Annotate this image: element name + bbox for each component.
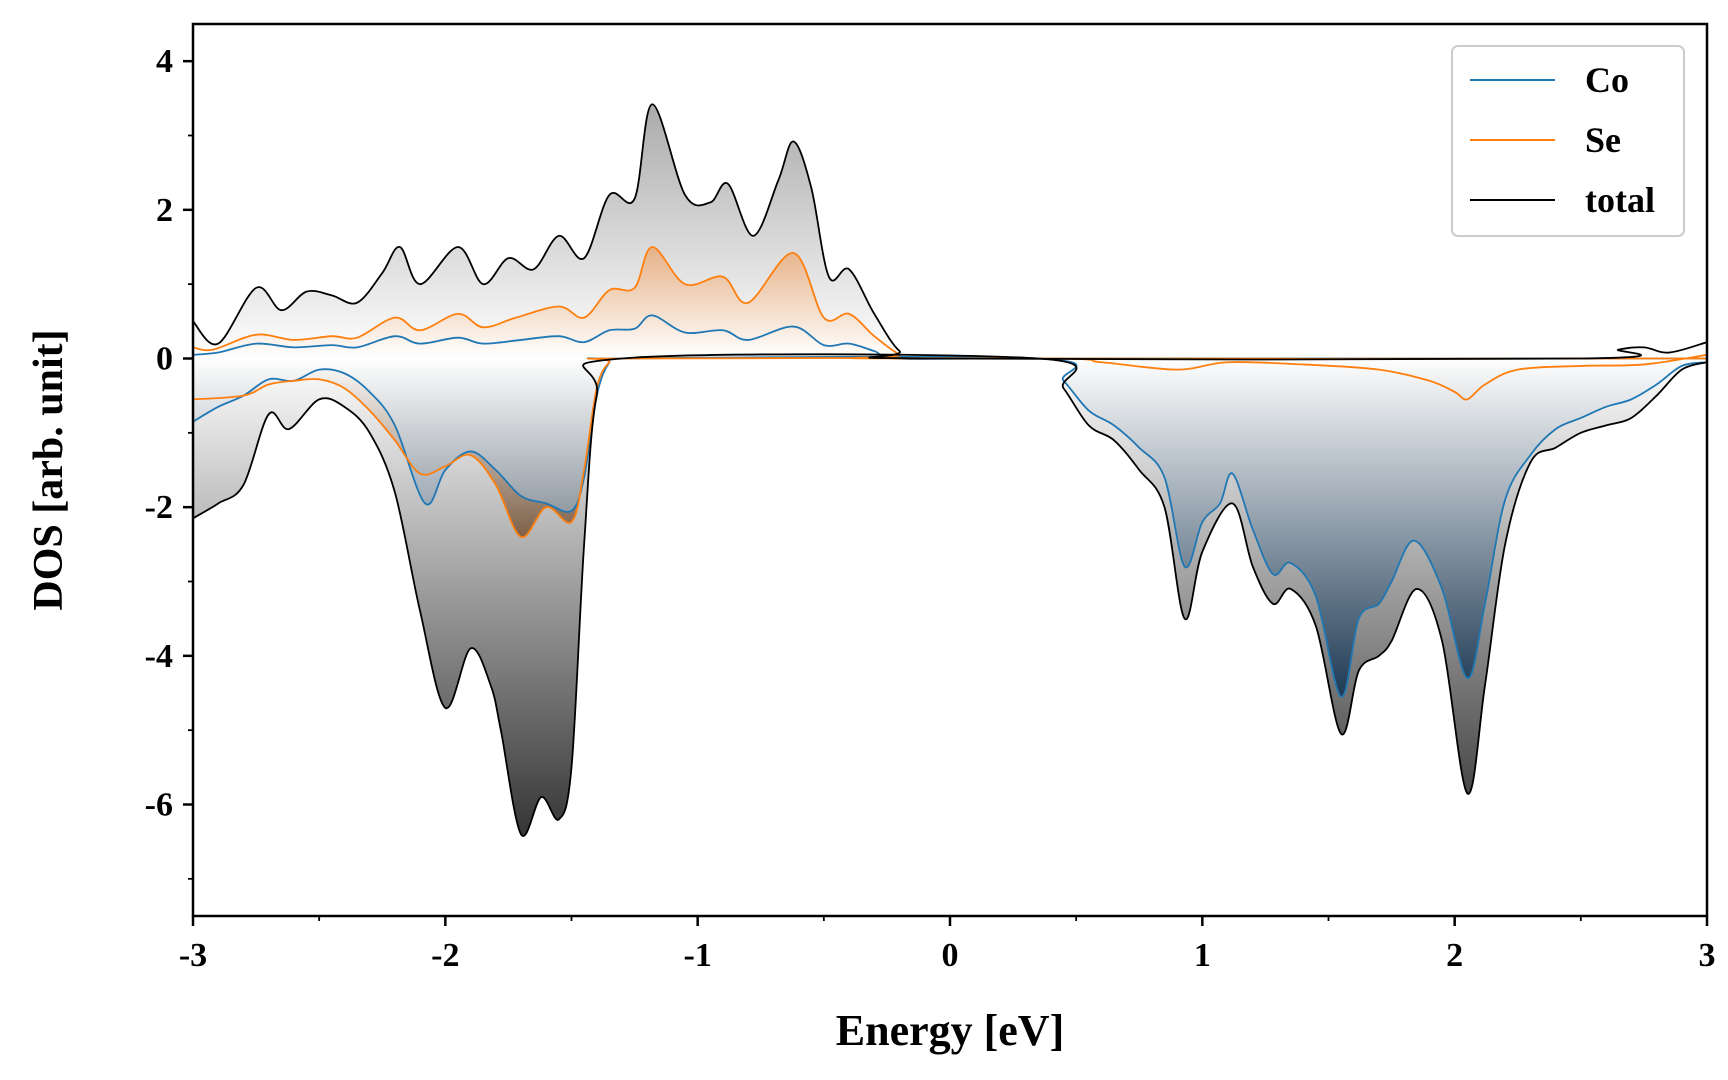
line-co-spin-down [193, 355, 1707, 698]
y-tick-label: -2 [145, 489, 173, 526]
x-tick-label: -3 [179, 937, 207, 974]
legend-box [1451, 45, 1685, 237]
line-total-spin-down [193, 353, 1707, 837]
x-tick-label: -1 [684, 937, 712, 974]
x-tick-label: 1 [1194, 937, 1211, 974]
y-tick-label: 4 [156, 43, 173, 80]
line-se-spin-down [193, 353, 1707, 538]
x-axis-label: Energy [eV] [836, 1006, 1065, 1055]
x-tick-label: 3 [1699, 937, 1716, 974]
y-tick-label: 0 [156, 341, 173, 378]
x-tick-label: 0 [942, 937, 959, 974]
x-tick-label: 2 [1446, 937, 1463, 974]
legend-label-co: Co [1585, 60, 1629, 100]
y-tick-label: -4 [145, 638, 173, 675]
y-tick-label: -6 [145, 787, 173, 824]
legend-label-total: total [1585, 180, 1655, 220]
x-tick-label: -2 [431, 937, 459, 974]
area-se-spin-up [193, 246, 1707, 359]
area-co-spin-down [193, 356, 1707, 697]
y-tick-label: 2 [156, 192, 173, 229]
line-total-spin-up [193, 103, 1707, 361]
y-axis-label: DOS [arb. unit] [26, 329, 72, 610]
legend: Co Se total [1451, 45, 1685, 237]
line-se-spin-up [193, 246, 1707, 360]
legend-label-se: Se [1585, 120, 1621, 160]
area-total-spin-up [193, 104, 1707, 360]
